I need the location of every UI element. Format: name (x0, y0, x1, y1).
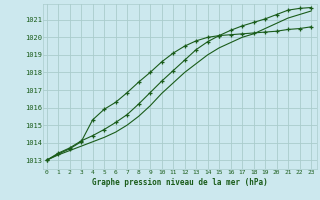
X-axis label: Graphe pression niveau de la mer (hPa): Graphe pression niveau de la mer (hPa) (92, 178, 268, 187)
